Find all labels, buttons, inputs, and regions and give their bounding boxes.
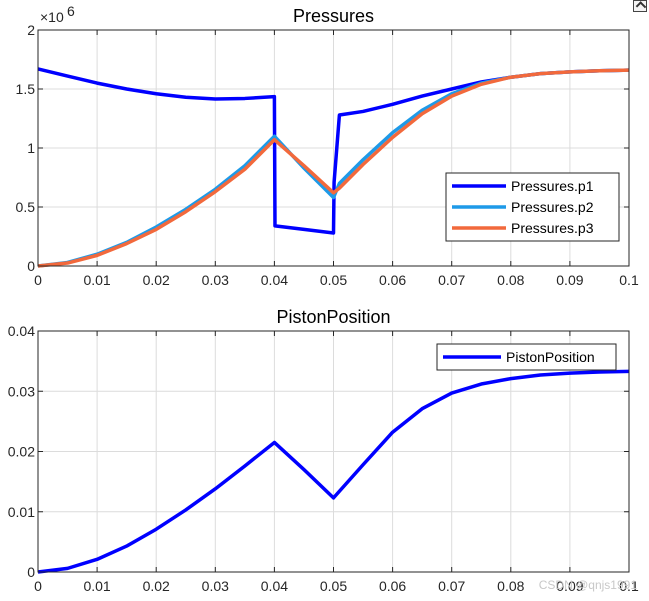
x-tick-label: 0.01 [83, 578, 110, 594]
chart-1: 0 0.01 0.02 0.03 0.04 0.05 0.06 0.07 0.08 0.09 0.1… [16, 3, 639, 288]
y-tick-label: 0.02 [8, 444, 35, 460]
y-tick-label: 2 [27, 22, 35, 38]
legend: PistonPosition [436, 343, 617, 371]
x-tick-label: 0.06 [379, 578, 406, 594]
series-line-3 [37, 68, 630, 268]
legend-label-2: Pressures.p2 [511, 199, 594, 215]
x-tick-label: 0.03 [202, 272, 229, 288]
series-line-1 [37, 369, 630, 574]
x-tick-label: 0 [34, 578, 42, 594]
export-icon[interactable] [633, 0, 647, 12]
chart-title: Pressures [293, 6, 374, 26]
x-tick-label: 0.08 [497, 272, 524, 288]
y-tick-label: 0.03 [8, 383, 35, 399]
y-tick-label: 0 [27, 258, 35, 274]
x-tick-label: 0.02 [143, 272, 170, 288]
y-tick-label: 1 [27, 140, 35, 156]
x-tick-label: 0.1 [619, 578, 639, 594]
x-tick-label: 0.04 [261, 272, 288, 288]
x-tick-label: 0.09 [556, 272, 583, 288]
legend: Pressures.p1 Pressures.p2 Pressures.p3 [445, 172, 620, 242]
x-tick-label: 0.1 [619, 272, 639, 288]
y-exponent-label: ×10 [40, 9, 64, 25]
x-tick-label: 0.08 [497, 578, 524, 594]
chart-title: PistonPosition [276, 307, 390, 327]
y-tick-label: 0.04 [8, 323, 35, 339]
x-tick-label: 0.03 [202, 578, 229, 594]
y-tick-label: 0 [27, 564, 35, 580]
x-tick-label: 0.05 [320, 578, 347, 594]
y-exponent-power: 6 [67, 3, 75, 19]
x-tick-label: 0.02 [143, 578, 170, 594]
x-tick-label: 0.07 [438, 578, 465, 594]
x-tick-label: 0 [34, 272, 42, 288]
x-tick-label: 0.01 [83, 272, 110, 288]
chart-2: 0 0.01 0.02 0.03 0.04 0.05 0.06 0.07 0.08 0.09 0.1… [8, 307, 639, 594]
x-tick-label: 0.06 [379, 272, 406, 288]
y-tick-label: 0.5 [16, 199, 36, 215]
legend-label-3: Pressures.p3 [511, 220, 594, 236]
y-tick-label: 1.5 [16, 81, 36, 97]
x-tick-label: 0.07 [438, 272, 465, 288]
x-tick-label: 0.04 [261, 578, 288, 594]
watermark-text: CSDN @qnjs1991 [539, 578, 638, 592]
legend-label-1: Pressures.p1 [511, 178, 594, 194]
legend-label-1: PistonPosition [506, 349, 595, 365]
x-tick-label: 0.05 [320, 272, 347, 288]
y-tick-label: 0.01 [8, 504, 35, 520]
x-tick-label: 0.09 [556, 578, 583, 594]
